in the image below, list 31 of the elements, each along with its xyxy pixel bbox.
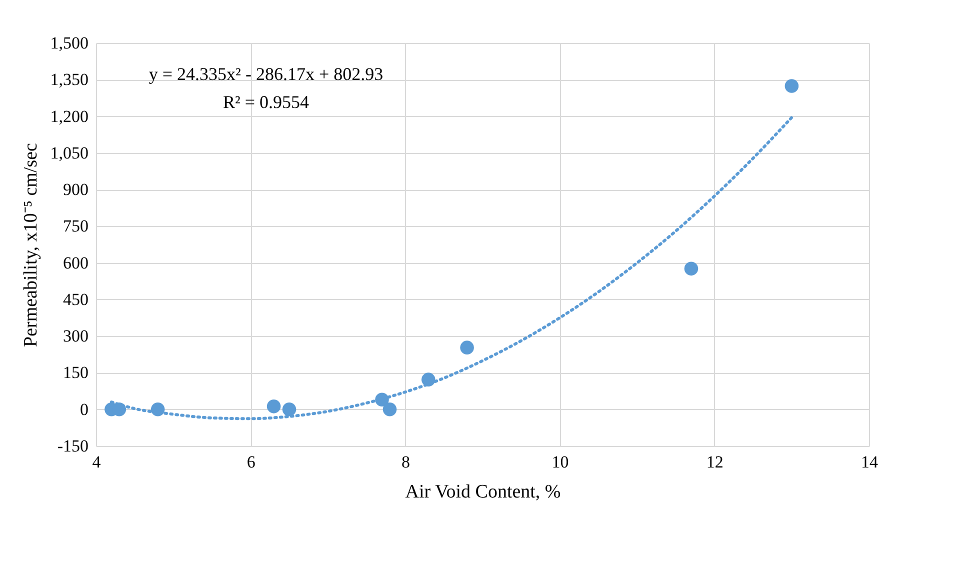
x-tick-label: 10: [552, 452, 569, 472]
point: [150, 402, 165, 416]
point: [266, 400, 281, 414]
y-tick-label: 150: [63, 363, 88, 382]
annotation: R² = 0.9554: [222, 92, 310, 112]
y-tick-label: 450: [63, 290, 88, 309]
y-tick-label: 600: [63, 253, 88, 272]
x-tick-label: 14: [861, 452, 878, 472]
point: [375, 392, 389, 406]
point: [684, 262, 698, 276]
y-tick-label: 1,350: [50, 70, 88, 90]
y-tick-label: 0: [80, 400, 88, 419]
y-tick-label: 750: [63, 216, 88, 236]
x-axis-title: Air Void Content, %: [405, 482, 561, 502]
y-tick-label: 1,500: [50, 34, 88, 52]
point: [784, 79, 799, 93]
x-tick-label: 12: [706, 452, 724, 472]
y-tick-label: 300: [63, 326, 88, 346]
y-tick-label: 1,200: [50, 106, 88, 126]
point: [282, 402, 296, 416]
x-tick-label: 4: [92, 452, 102, 472]
y-tick-label: -150: [57, 436, 88, 456]
point: [382, 402, 397, 416]
point: [460, 340, 474, 354]
x-tick-label: 6: [246, 452, 256, 472]
y-tick-label: 900: [63, 180, 88, 200]
y-axis-title: Permeability, x10⁻⁵ cm/sec: [20, 143, 42, 347]
x-tick-label: 8: [401, 452, 410, 472]
y-tick-label: 1,050: [50, 143, 88, 162]
point: [422, 372, 436, 386]
annotation: y = 24.335x² - 286.17x + 802.93: [148, 64, 384, 84]
